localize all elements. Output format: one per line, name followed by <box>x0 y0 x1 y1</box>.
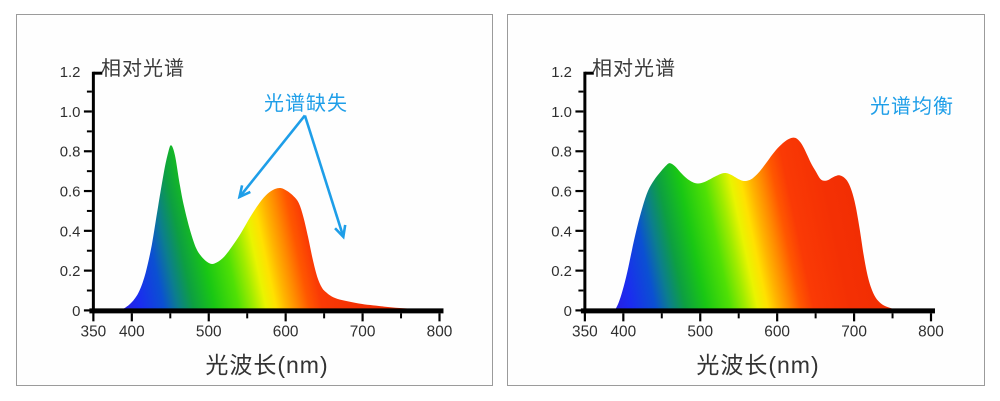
spectrum-curve <box>614 137 901 311</box>
annotation-arrow-head <box>237 185 251 200</box>
spectrum-chart-deficient: 350 400 500 600 700 800 0 0.2 0.4 0.6 0.8 1.0 1.2 <box>60 65 453 340</box>
y-tick-label: 0.8 <box>551 145 572 161</box>
right-spectrum-panel: 350 400 500 600 700 800 0 0.2 0.4 0.6 0.8 1.0 1.2 相对… <box>507 14 985 386</box>
x-tick-label: 700 <box>841 323 867 340</box>
annotation-spectrum-balanced: 光谱均衡 <box>870 96 954 118</box>
y-tick-label: 0.2 <box>60 264 81 280</box>
y-tick-label: 0.8 <box>60 145 81 161</box>
x-tick-label: 350 <box>81 323 107 340</box>
y-tick-label: 0 <box>72 304 80 320</box>
y-tick-label: 0.2 <box>551 264 572 280</box>
y-tick-label: 1.2 <box>60 65 81 81</box>
annotation-arrow-shaft <box>238 114 306 198</box>
y-tick-label: 0.4 <box>60 224 81 240</box>
x-tick-label: 800 <box>918 323 944 340</box>
x-tick-label: 600 <box>764 323 790 340</box>
x-axis-label: 光波长(nm) <box>205 352 329 378</box>
x-tick-label: 350 <box>572 323 598 340</box>
spectrum-curve <box>118 145 439 311</box>
x-tick-label: 400 <box>119 323 145 340</box>
y-tick-label: 0.6 <box>60 185 81 201</box>
spectrum-chart-balanced: 350 400 500 600 700 800 0 0.2 0.4 0.6 0.8 1.0 1.2 <box>551 65 944 340</box>
x-tick-label: 600 <box>273 323 299 340</box>
x-tick-label: 500 <box>196 323 222 340</box>
y-tick-label: 0.6 <box>551 185 572 201</box>
annotation-arrow-head <box>334 224 347 240</box>
x-axis-label: 光波长(nm) <box>696 352 820 378</box>
y-tick-label: 0 <box>564 304 572 320</box>
y-tick-label: 1.2 <box>551 65 572 81</box>
chart-title: 相对光谱 <box>101 58 185 80</box>
chart-title: 相对光谱 <box>592 58 676 80</box>
x-tick-label: 800 <box>427 323 453 340</box>
x-tick-label: 400 <box>610 323 636 340</box>
x-tick-label: 700 <box>350 323 376 340</box>
y-tick-label: 1.0 <box>60 105 81 121</box>
y-tick-label: 1.0 <box>551 105 572 121</box>
x-tick-label: 500 <box>687 323 713 340</box>
left-spectrum-panel: 350 400 500 600 700 800 0 0.2 0.4 0.6 0.8 1.0 1.2 相对… <box>16 14 493 386</box>
annotation-arrow-shaft <box>303 115 345 238</box>
y-tick-label: 0.4 <box>551 224 572 240</box>
annotation-spectrum-missing: 光谱缺失 <box>264 93 348 115</box>
